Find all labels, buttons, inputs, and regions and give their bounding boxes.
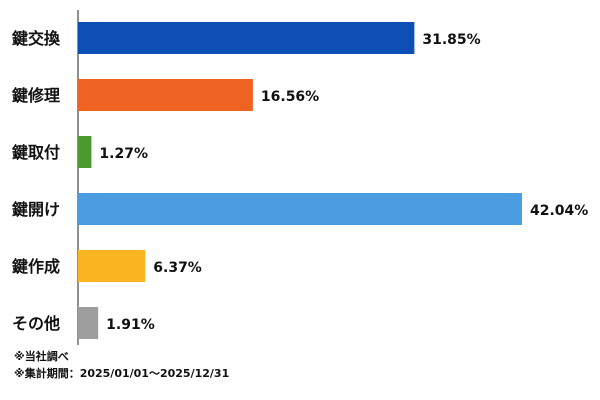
bars-group: 鍵交換 31.85% 鍵修理 16.56% 鍵取付 1.27% 鍵開け 42.04% 鍵作成 6.… — [12, 22, 588, 339]
bar — [78, 250, 146, 282]
category-label: その他 — [12, 314, 60, 333]
category-label: 鍵取付 — [12, 143, 60, 162]
bar — [78, 136, 92, 168]
category-label: 鍵作成 — [12, 257, 60, 276]
bar — [78, 307, 99, 339]
source-note: ※当社調べ — [14, 350, 69, 363]
bar — [78, 22, 415, 54]
category-label: 鍵交換 — [12, 29, 61, 48]
bar-value-label: 1.91% — [106, 317, 155, 333]
bar — [78, 79, 253, 111]
bar-value-label: 16.56% — [261, 89, 319, 105]
bar-value-label: 31.85% — [422, 32, 480, 48]
bar-value-label: 42.04% — [530, 203, 588, 219]
footnotes: ※当社調べ ※集計期間：2025/01/01〜2025/12/31 — [14, 348, 229, 382]
category-label: 鍵修理 — [12, 86, 60, 105]
period-note: ※集計期間：2025/01/01〜2025/12/31 — [14, 367, 230, 380]
bar — [78, 193, 522, 225]
bar-value-label: 6.37% — [153, 260, 202, 276]
bar-value-label: 1.27% — [99, 146, 148, 162]
category-label: 鍵開け — [12, 200, 60, 219]
